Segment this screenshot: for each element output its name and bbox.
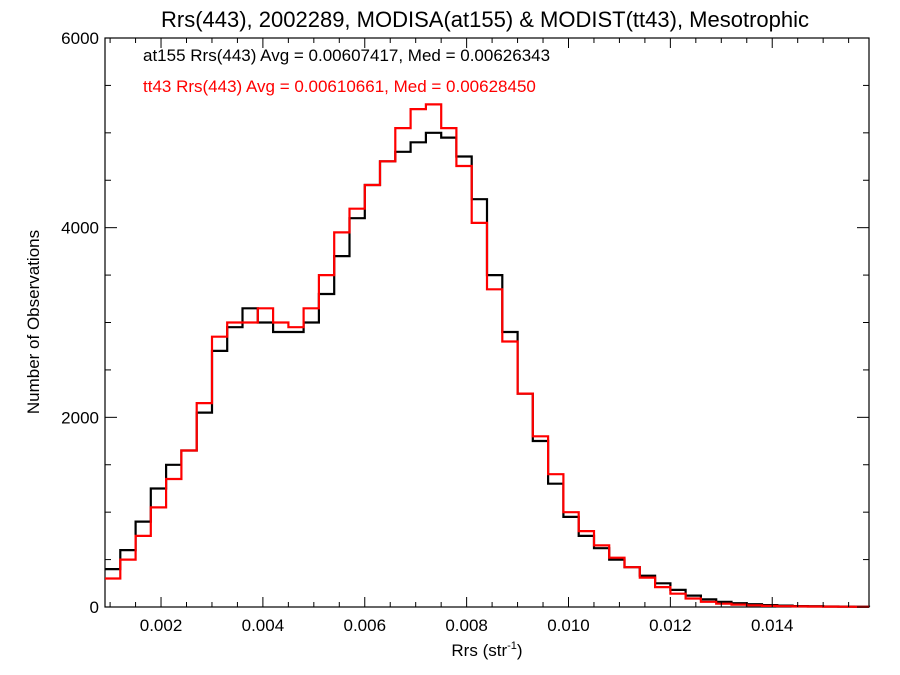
plot-area-frame [104, 37, 870, 608]
x-axis-label-main: Rrs (str [451, 641, 507, 660]
x-axis-label: Rrs (str-1) [451, 640, 522, 660]
x-tick-label: 0.010 [547, 616, 590, 635]
series-layer [105, 103, 871, 608]
annotation-at155-stats: at155 Rrs(443) Avg = 0.00607417, Med = 0… [143, 46, 550, 65]
x-tick-label: 0.012 [649, 616, 692, 635]
x-tick-label: 0.004 [242, 616, 285, 635]
x-tick-label: 0.014 [751, 616, 794, 635]
x-axis-label-close: ) [517, 641, 523, 660]
x-tick-label: 0.002 [140, 616, 183, 635]
x-axis-label-superscript: -1 [507, 640, 517, 652]
series-tt43-histogram [105, 103, 869, 608]
series-at155-histogram [105, 131, 871, 608]
y-axis-label: Number of Observations [24, 230, 43, 414]
axis-ticks: 0.002 0.004 0.006 0.008 0.010 0.012 0.014 0 2000… [61, 29, 869, 635]
y-tick-label: 0 [90, 598, 99, 617]
y-tick-label: 6000 [61, 29, 99, 48]
chart-title: Rrs(443), 2002289, MODISA(at155) & MODIS… [161, 7, 809, 32]
y-tick-label: 2000 [61, 408, 99, 427]
x-tick-label: 0.008 [445, 616, 488, 635]
y-tick-label: 4000 [61, 219, 99, 238]
x-tick-label: 0.006 [343, 616, 386, 635]
annotation-tt43-stats: tt43 Rrs(443) Avg = 0.00610661, Med = 0.… [143, 77, 536, 96]
